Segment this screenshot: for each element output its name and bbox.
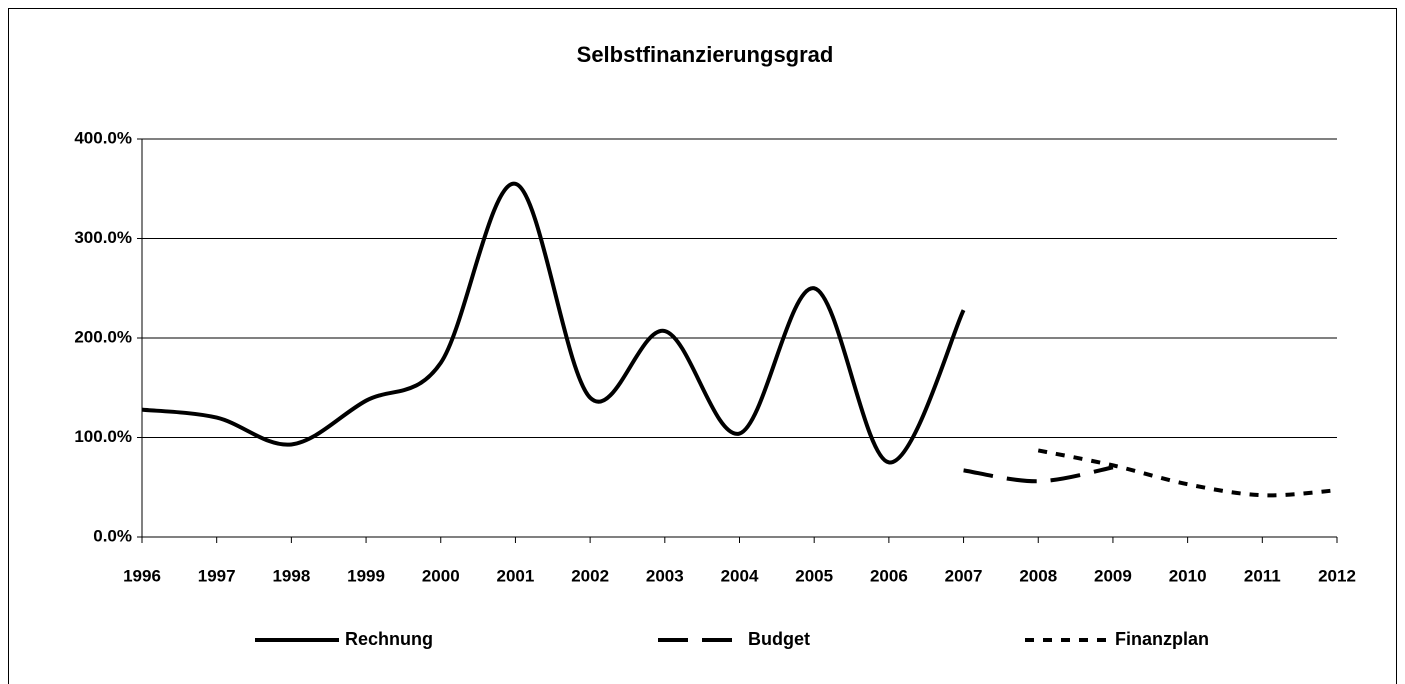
x-tick-label: 2000 — [422, 566, 460, 585]
chart-title: Selbstfinanzierungsgrad — [577, 42, 834, 67]
y-tick-label: 100.0% — [74, 427, 132, 446]
y-tick-label: 300.0% — [74, 228, 132, 247]
x-tick-label: 2009 — [1094, 566, 1132, 585]
x-tick-label: 2002 — [571, 566, 609, 585]
x-tick-label: 2003 — [646, 566, 684, 585]
x-tick-label: 2007 — [945, 566, 983, 585]
y-tick-label: 400.0% — [74, 128, 132, 147]
x-tick-label: 2005 — [795, 566, 833, 585]
x-tick-label: 1996 — [123, 566, 161, 585]
x-tick-label: 2004 — [721, 566, 759, 585]
x-tick-label: 2008 — [1019, 566, 1057, 585]
legend-label: Finanzplan — [1115, 629, 1209, 649]
x-tick-label: 1997 — [198, 566, 236, 585]
y-tick-label: 200.0% — [74, 327, 132, 346]
x-tick-label: 1999 — [347, 566, 385, 585]
y-tick-label: 0.0% — [93, 526, 132, 545]
x-tick-label: 2006 — [870, 566, 908, 585]
series-line — [141, 181, 966, 465]
legend-label: Budget — [748, 629, 810, 649]
series-line — [1037, 448, 1338, 498]
chart-border — [8, 8, 1397, 684]
x-tick-label: 2011 — [1244, 566, 1281, 585]
x-tick-label: 2001 — [497, 566, 535, 585]
legend-label: Rechnung — [345, 629, 433, 649]
x-tick-label: 2010 — [1169, 566, 1207, 585]
x-tick-label: 2012 — [1318, 566, 1356, 585]
x-tick-label: 1998 — [272, 566, 310, 585]
series-line — [963, 465, 1114, 484]
